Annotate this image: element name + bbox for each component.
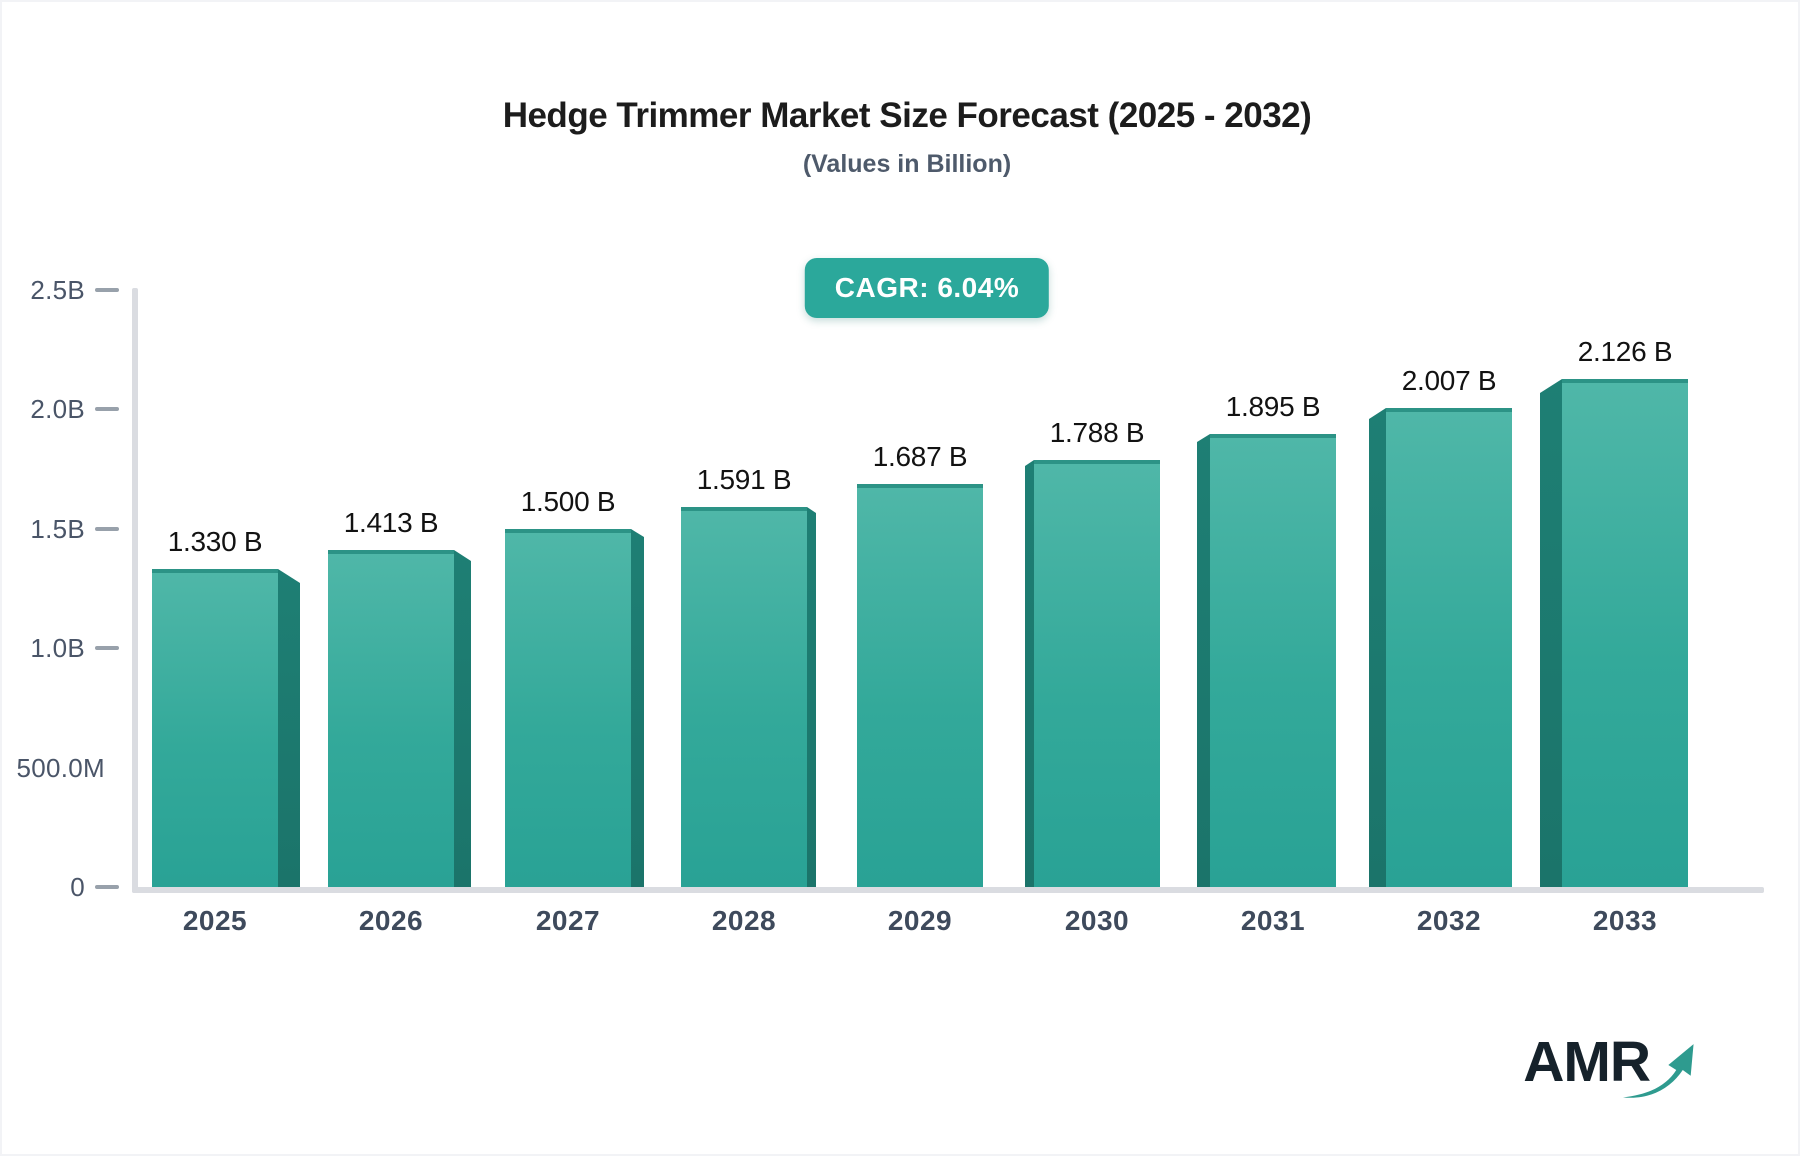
x-tick-label-2029: 2029 — [887, 905, 953, 936]
y-tick-dash — [95, 407, 119, 411]
bar-value-label: 1.591 B — [696, 464, 792, 495]
y-tick-dash — [95, 288, 119, 292]
bar-value-label: 1.500 B — [520, 486, 616, 517]
growth-arrow-icon — [1623, 1044, 1694, 1098]
bar-side-2025 — [278, 569, 300, 887]
bar-value-label: 2.007 B — [1401, 365, 1497, 396]
bar-2030[interactable] — [1034, 460, 1160, 887]
bar-side-2031 — [1197, 434, 1210, 887]
y-tick-2.0B: 2.0B — [2, 393, 119, 425]
x-tick-label-2030: 2030 — [1064, 905, 1130, 936]
bar-side-2028 — [807, 507, 816, 887]
bar-2026[interactable] — [328, 550, 454, 887]
y-tick-1.0B: 1.0B — [2, 632, 119, 664]
bar-2032[interactable] — [1386, 408, 1512, 887]
bar-value-label: 1.895 B — [1225, 391, 1321, 422]
logo-text: AMR — [1523, 1030, 1651, 1094]
y-tick-0: 0 — [2, 871, 119, 903]
bar-side-2026 — [454, 550, 471, 887]
x-tick-label-2028: 2028 — [711, 905, 777, 936]
y-tick-label: 1.5B — [30, 513, 85, 544]
y-tick-1.5B: 1.5B — [2, 513, 119, 545]
y-tick-dash — [95, 527, 119, 531]
x-tick-label-2025: 2025 — [182, 905, 248, 936]
chart-title: Hedge Trimmer Market Size Forecast (2025… — [502, 96, 1312, 135]
chart-subtitle: (Values in Billion) — [802, 150, 1012, 178]
y-tick-500.0M: 500.0M — [2, 752, 119, 784]
bar-2031[interactable] — [1210, 434, 1336, 887]
bar-value-label: 1.330 B — [167, 526, 263, 557]
bar-value-label: 1.413 B — [343, 507, 439, 538]
x-tick-label-2033: 2033 — [1592, 905, 1658, 936]
y-tick-label: 0 — [70, 871, 85, 902]
bar-value-label: 1.687 B — [872, 441, 968, 472]
x-axis-line — [132, 887, 1764, 893]
x-tick-label-2032: 2032 — [1416, 905, 1482, 936]
x-tick-label-2026: 2026 — [358, 905, 424, 936]
bar-2027[interactable] — [505, 529, 631, 887]
y-tick-label: 500.0M — [16, 752, 105, 783]
y-axis-line — [132, 288, 138, 893]
x-tick-label-2031: 2031 — [1240, 905, 1306, 936]
bar-side-2030 — [1025, 460, 1034, 887]
y-tick-label: 1.0B — [30, 632, 85, 663]
bar-side-2033 — [1540, 379, 1562, 887]
bar-2033[interactable] — [1562, 379, 1688, 887]
y-tick-2.5B: 2.5B — [2, 274, 119, 306]
bar-value-label: 1.788 B — [1049, 417, 1145, 448]
bar-value-label: 2.126 B — [1577, 336, 1673, 367]
bar-side-2027 — [631, 529, 644, 887]
y-tick-dash — [95, 646, 119, 650]
bar-2025[interactable] — [152, 569, 278, 887]
bar-side-2032 — [1369, 408, 1386, 887]
y-tick-label: 2.0B — [30, 393, 85, 424]
x-tick-label-2027: 2027 — [535, 905, 601, 936]
bar-2028[interactable] — [681, 507, 807, 887]
y-tick-label: 2.5B — [30, 274, 85, 305]
cagr-badge: CAGR: 6.04% — [804, 258, 1050, 318]
amr-logo: AMR — [1523, 1034, 1702, 1106]
bar-2029[interactable] — [857, 484, 983, 887]
y-tick-dash — [95, 885, 119, 889]
